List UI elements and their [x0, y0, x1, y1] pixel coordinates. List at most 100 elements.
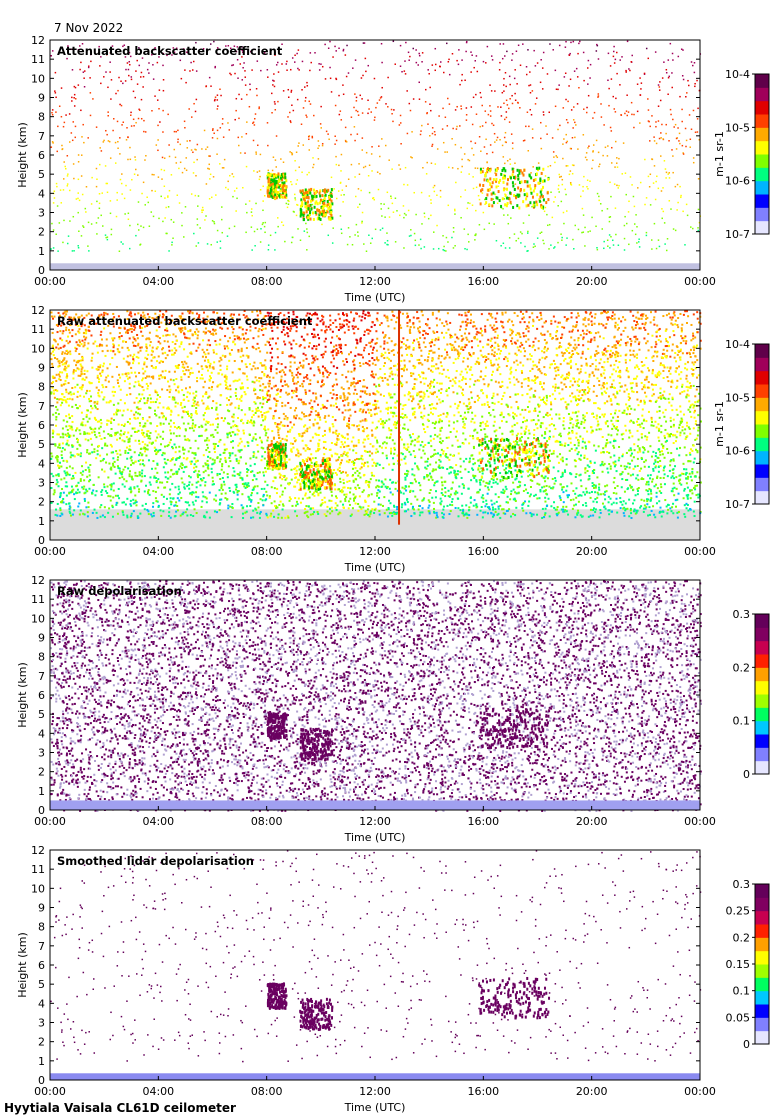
x-tick-label: 04:00	[142, 815, 174, 828]
colorbar-tick-label: 10-7	[725, 498, 750, 511]
y-tick-label: 5	[38, 168, 45, 181]
y-tick-label: 7	[38, 130, 45, 143]
x-tick-label: 08:00	[251, 275, 283, 288]
y-tick-label: 8	[38, 921, 45, 934]
y-tick-label: 12	[31, 34, 45, 47]
colorbar-tick-label: 10-5	[725, 121, 750, 134]
y-tick-label: 2	[38, 226, 45, 239]
y-tick-label: 5	[38, 978, 45, 991]
y-axis-title: Height (km)	[16, 392, 29, 458]
x-axis-title: Time (UTC)	[344, 561, 406, 574]
y-tick-label: 5	[38, 708, 45, 721]
colorbar-tick-label: 10-5	[725, 391, 750, 404]
x-tick-label: 12:00	[359, 275, 391, 288]
x-tick-label: 00:00	[684, 545, 716, 558]
colorbar-tick-label: 0	[743, 768, 750, 781]
y-tick-label: 10	[31, 342, 45, 355]
x-tick-label: 00:00	[684, 815, 716, 828]
y-tick-label: 0	[38, 1074, 45, 1087]
y-tick-label: 10	[31, 612, 45, 625]
y-tick-label: 4	[38, 997, 45, 1010]
y-tick-label: 11	[31, 593, 45, 606]
colorbar-tick-label: 0.1	[733, 715, 751, 728]
colorbar-tick-label: 0	[743, 1038, 750, 1051]
colorbar-tick-label: 0.2	[733, 931, 751, 944]
y-tick-label: 12	[31, 574, 45, 587]
y-tick-label: 4	[38, 187, 45, 200]
colorbar-label: m-1 sr-1	[713, 401, 726, 447]
y-axis-title: Height (km)	[16, 122, 29, 188]
y-tick-label: 1	[38, 245, 45, 258]
x-tick-label: 12:00	[359, 545, 391, 558]
y-tick-label: 2	[38, 496, 45, 509]
y-tick-label: 6	[38, 149, 45, 162]
heatmap-cells	[50, 580, 702, 812]
colorbar-tick-label: 0.1	[733, 985, 751, 998]
y-tick-label: 8	[38, 651, 45, 664]
x-tick-label: 04:00	[142, 545, 174, 558]
x-tick-label: 20:00	[576, 545, 608, 558]
x-tick-label: 16:00	[467, 1085, 499, 1098]
y-tick-label: 9	[38, 92, 45, 105]
colorbar-tick-label: 0.25	[726, 905, 751, 918]
chart-panel-smoothed-lidar-depolarisation: 0 1 2 3 4 5 6 7 8 9 10 11 12 00:00 04:00 08:00 12:00 16:0…	[0, 840, 780, 1114]
x-tick-label: 00:00	[34, 815, 66, 828]
colorbar-tick-label: 10-4	[725, 338, 750, 351]
y-tick-label: 8	[38, 381, 45, 394]
y-tick-label: 10	[31, 882, 45, 895]
x-tick-label: 04:00	[142, 275, 174, 288]
x-tick-label: 00:00	[34, 275, 66, 288]
heatmap-cells	[50, 310, 702, 540]
y-tick-label: 0	[38, 534, 45, 547]
y-tick-label: 5	[38, 438, 45, 451]
colorbar: 0 0.05 0.1 0.15 0.2 0.25 0.3	[726, 878, 770, 1051]
y-tick-label: 12	[31, 304, 45, 317]
panel-title: Raw depolarisation	[57, 584, 182, 598]
y-tick-label: 3	[38, 207, 45, 220]
x-axis-title: Time (UTC)	[344, 291, 406, 304]
y-tick-label: 2	[38, 766, 45, 779]
panel-title: Attenuated backscatter coefficient	[57, 44, 283, 58]
colorbar-tick-label: 10-4	[725, 68, 750, 81]
y-tick-label: 0	[38, 804, 45, 817]
x-axis-title: Time (UTC)	[344, 831, 406, 844]
colorbar-tick-label: 0.05	[726, 1011, 751, 1024]
y-tick-label: 11	[31, 863, 45, 876]
colorbar-tick-label: 0.3	[733, 608, 751, 621]
x-tick-label: 20:00	[576, 275, 608, 288]
y-tick-label: 3	[38, 747, 45, 760]
y-axis-title: Height (km)	[16, 662, 29, 728]
instrument-footer: Hyytiala Vaisala CL61D ceilometer	[4, 1101, 236, 1115]
chart-panel-raw-depolarisation: 0 1 2 3 4 5 6 7 8 9 10 11 12 00:00 04:00 08:00 12:00 16:0…	[0, 570, 780, 844]
x-tick-label: 04:00	[142, 1085, 174, 1098]
y-tick-label: 12	[31, 844, 45, 857]
colorbar-tick-label: 0.2	[733, 661, 751, 674]
colorbar: 10-7 10-6 10-5 10-4 m-1 sr-1	[713, 338, 770, 511]
y-tick-label: 3	[38, 477, 45, 490]
y-tick-label: 6	[38, 959, 45, 972]
y-tick-label: 6	[38, 689, 45, 702]
x-tick-label: 00:00	[34, 1085, 66, 1098]
x-axis-title: Time (UTC)	[344, 1101, 406, 1114]
y-tick-label: 4	[38, 457, 45, 470]
x-tick-label: 00:00	[684, 1085, 716, 1098]
y-tick-label: 1	[38, 785, 45, 798]
y-tick-label: 7	[38, 400, 45, 413]
y-tick-label: 9	[38, 902, 45, 915]
y-tick-label: 1	[38, 515, 45, 528]
colorbar-tick-label: 10-6	[725, 175, 750, 188]
y-tick-label: 9	[38, 632, 45, 645]
y-tick-label: 0	[38, 264, 45, 277]
colorbar-tick-label: 10-7	[725, 228, 750, 241]
x-tick-label: 20:00	[576, 1085, 608, 1098]
colorbar-tick-label: 10-6	[725, 445, 750, 458]
x-tick-label: 00:00	[34, 545, 66, 558]
x-tick-label: 16:00	[467, 545, 499, 558]
x-tick-label: 16:00	[467, 815, 499, 828]
y-tick-label: 2	[38, 1036, 45, 1049]
y-tick-label: 10	[31, 72, 45, 85]
